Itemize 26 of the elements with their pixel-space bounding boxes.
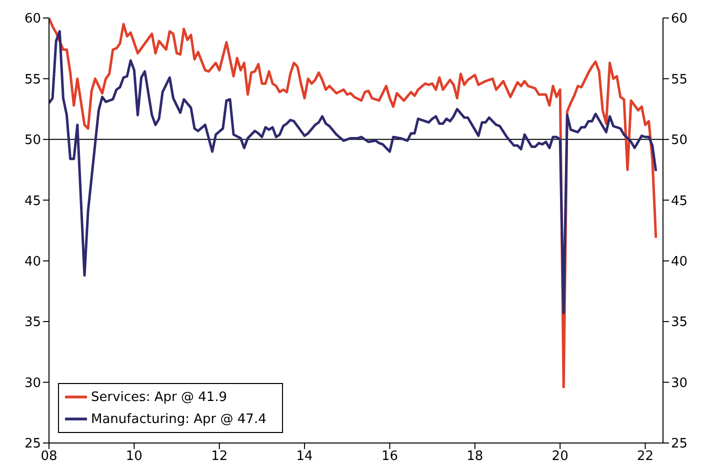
y-tick-label: 50 bbox=[24, 133, 41, 148]
legend-label: Services: Apr @ 41.9 bbox=[91, 390, 228, 406]
y-tick-label: 60 bbox=[24, 12, 41, 27]
y-tick-label: 40 bbox=[24, 254, 41, 270]
x-tick-label: 14 bbox=[296, 449, 313, 464]
y2-tick-label: 30 bbox=[671, 376, 688, 391]
y2-tick-label: 40 bbox=[671, 254, 688, 270]
y2-tick-label: 35 bbox=[671, 315, 688, 330]
x-tick-label: 16 bbox=[381, 449, 398, 464]
y-tick-label: 45 bbox=[24, 194, 41, 209]
y2-tick-label: 60 bbox=[671, 12, 688, 27]
y2-tick-label: 45 bbox=[671, 194, 688, 209]
y-tick-label: 55 bbox=[24, 72, 41, 88]
legend-label: Manufacturing: Apr @ 47.4 bbox=[91, 412, 266, 428]
x-tick-label: 12 bbox=[211, 449, 228, 464]
y2-tick-label: 50 bbox=[671, 133, 688, 148]
x-tick-label: 18 bbox=[466, 449, 484, 464]
y2-tick-label: 25 bbox=[671, 436, 688, 452]
x-tick-label: 22 bbox=[636, 449, 654, 464]
y2-tick-label: 55 bbox=[671, 72, 688, 88]
x-tick-label: 10 bbox=[126, 449, 142, 464]
x-tick-label: 08 bbox=[40, 449, 58, 464]
y-tick-label: 25 bbox=[24, 436, 41, 452]
x-tick-label: 20 bbox=[552, 449, 568, 464]
y-tick-label: 30 bbox=[24, 376, 41, 391]
y-tick-label: 35 bbox=[24, 315, 41, 330]
